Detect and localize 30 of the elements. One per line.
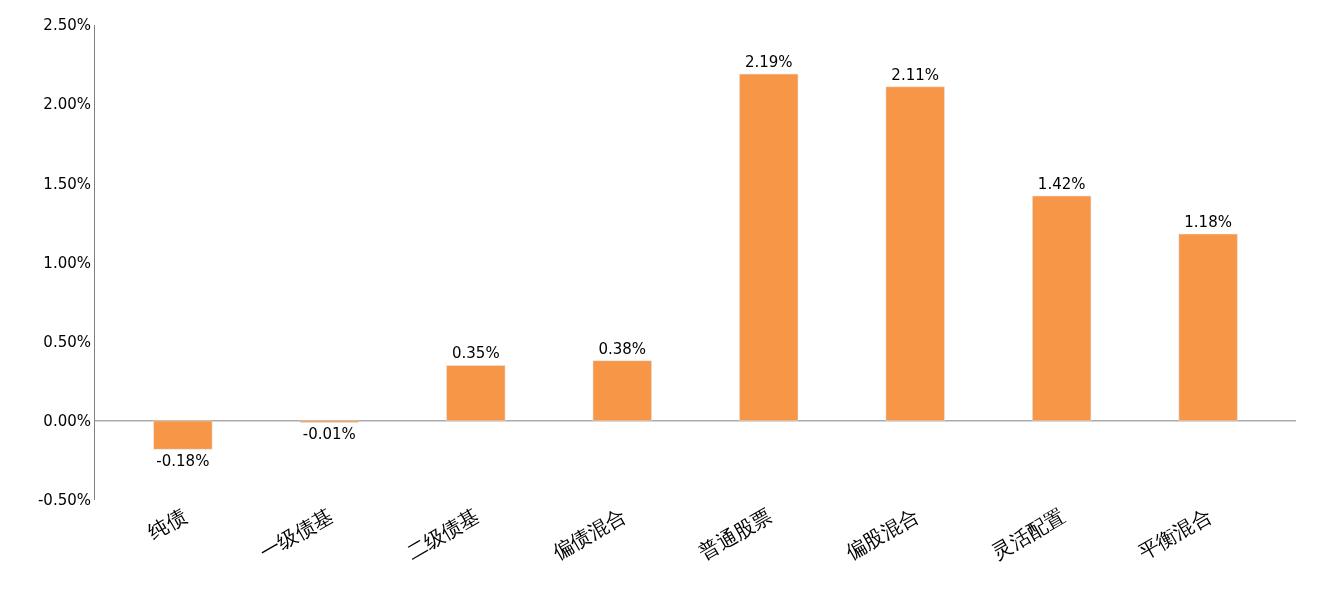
bar (739, 73, 799, 422)
bar (446, 365, 506, 422)
bar (1178, 233, 1238, 422)
x-tick-label: 一级债基 (255, 503, 337, 564)
data-label: 1.18% (1184, 213, 1232, 231)
data-label: -0.18% (156, 452, 210, 471)
y-tick-label: 0.00% (43, 412, 91, 431)
bar (885, 86, 945, 422)
bar (1032, 195, 1092, 422)
y-tick-label: 1.50% (43, 174, 91, 193)
bar (592, 360, 652, 422)
y-tick-label: 2.50% (43, 16, 91, 35)
x-tick-label: 二级债基 (402, 503, 484, 564)
x-tick-label: 偏股混合 (841, 503, 923, 564)
y-tick-label: -0.50% (37, 491, 91, 510)
x-tick-label: 平衡混合 (1134, 503, 1216, 564)
x-tick-label: 纯债 (143, 503, 191, 544)
data-label: 2.19% (744, 53, 793, 72)
x-tick-label: 灵活配置 (987, 503, 1070, 564)
bar (153, 420, 213, 450)
y-tick-label: 0.50% (43, 332, 91, 351)
data-label: -0.01% (302, 425, 356, 444)
x-tick-label: 偏债混合 (548, 503, 630, 564)
data-label: 0.35% (451, 344, 500, 363)
y-tick-label: 1.00% (43, 253, 91, 272)
data-label: 0.38% (598, 339, 647, 358)
x-tick-label: 普通股票 (694, 503, 777, 564)
data-label: 1.42% (1037, 175, 1086, 193)
y-tick-label: 2.00% (43, 95, 91, 114)
data-label: 2.11% (891, 65, 940, 84)
